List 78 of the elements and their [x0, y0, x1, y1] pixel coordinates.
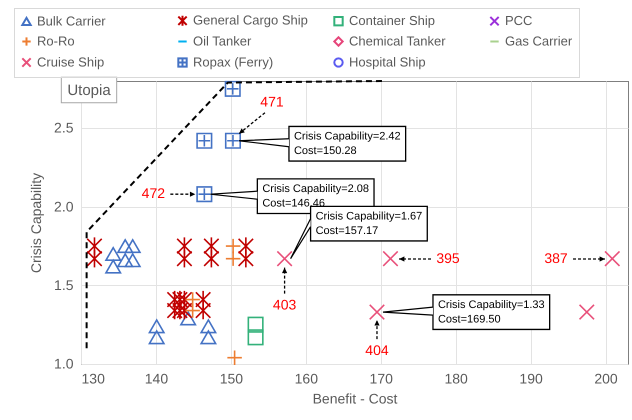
point: [148, 319, 165, 334]
point: [176, 249, 192, 268]
point: [117, 239, 134, 254]
legend-label: General Cargo Ship: [193, 12, 308, 28]
point: [86, 236, 103, 256]
legend-label: Chemical Tanker: [349, 34, 446, 48]
point: [578, 304, 595, 320]
point: [166, 301, 183, 320]
y-tick-label: 1.5: [54, 276, 74, 293]
x-tick-label: 150: [220, 370, 244, 386]
point: [196, 186, 212, 202]
legend-label: Oil Tanker: [193, 34, 252, 48]
point: [172, 301, 188, 320]
annotation: Crisis Capability=2.42 Cost=150.28: [294, 130, 401, 157]
point: [224, 80, 241, 97]
point: [176, 290, 192, 310]
point: [86, 249, 103, 268]
point: [176, 301, 192, 320]
point: [195, 301, 212, 320]
legend-label: Gas Carrier: [505, 34, 573, 48]
legend-label: Ropax (Ferry): [193, 54, 274, 70]
annotation: 387: [544, 250, 568, 266]
point: [226, 350, 243, 366]
x-tick-label: 180: [444, 370, 468, 386]
annotation: Crisis Capability=2.08 Cost=146.46: [262, 183, 370, 210]
annotation: 395: [436, 250, 460, 266]
point: [200, 330, 216, 344]
point: [176, 236, 192, 256]
annotation: 404: [365, 342, 389, 358]
point: [180, 311, 196, 326]
x-tick-label: 190: [519, 370, 543, 386]
point: [124, 253, 141, 268]
annotation: 471: [260, 94, 284, 110]
point: [368, 304, 386, 320]
point: [105, 259, 122, 274]
legend-label: Cruise Ship: [37, 54, 104, 70]
point: [124, 239, 141, 254]
x-tick-label: 140: [144, 370, 168, 386]
point: [248, 316, 264, 333]
legend-label: Hospital Ship: [349, 54, 426, 70]
annotation: 472: [142, 185, 166, 202]
point: [382, 250, 399, 267]
y-tick-label: 2.0: [54, 198, 74, 214]
point: [248, 329, 264, 346]
legend-label: Bulk Carrier: [37, 13, 106, 28]
x-tick-label: 170: [370, 370, 394, 386]
point: [203, 236, 220, 256]
point: [148, 330, 165, 344]
x-axis-title: Benefit - Cost: [312, 390, 398, 406]
point: [203, 249, 220, 268]
point: [276, 250, 293, 267]
y-tick-label: 1.0: [54, 356, 74, 372]
x-tick-label: 200: [594, 370, 618, 386]
point: [196, 132, 212, 149]
x-tick-label: 160: [294, 370, 318, 386]
annotation: Utopia: [67, 82, 112, 99]
point: [225, 250, 242, 267]
annotation: Crisis Capability=1.33 Cost=169.50: [438, 298, 545, 326]
legend-label: Container Ship: [349, 13, 435, 28]
annotation: 403: [272, 296, 296, 313]
point: [117, 253, 134, 268]
point: [184, 302, 201, 319]
legend-label: Ro-Ro: [37, 34, 75, 48]
point: [604, 250, 620, 267]
y-axis-title: Crisis Capability: [28, 172, 44, 274]
x-tick-label: 130: [82, 370, 106, 386]
point: [200, 319, 216, 334]
point: [225, 238, 242, 254]
point: [166, 290, 183, 310]
point: [195, 290, 212, 310]
legend-label: PCC: [505, 13, 532, 28]
point: [172, 290, 188, 310]
annotation: Crisis Capability=1.67 Cost=157.17: [316, 210, 422, 237]
y-tick-label: 2.5: [54, 120, 74, 136]
point: [105, 246, 122, 262]
point: [238, 249, 254, 268]
point: [238, 236, 254, 256]
point: [224, 132, 242, 149]
